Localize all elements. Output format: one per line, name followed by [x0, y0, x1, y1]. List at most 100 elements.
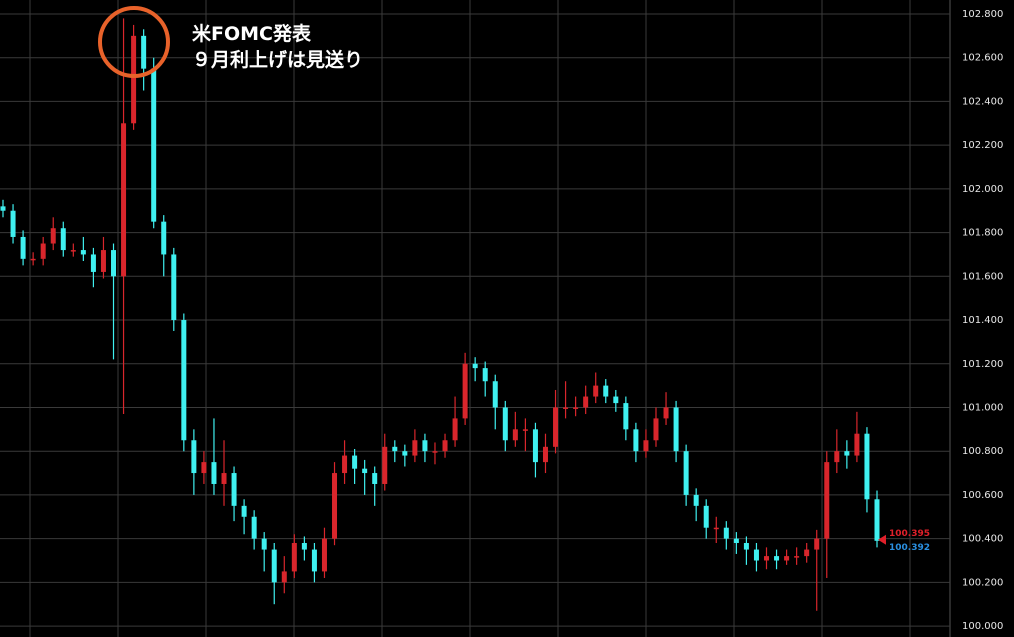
candle-body: [311, 549, 317, 572]
y-tick-label: 102.000: [962, 184, 1003, 195]
candle-body: [653, 418, 659, 441]
candle-body: [342, 455, 348, 474]
candle-body: [301, 543, 307, 550]
candle-body: [60, 228, 66, 251]
candle-body: [362, 468, 368, 474]
candle-body: [864, 433, 870, 500]
candle-body: [392, 446, 398, 452]
candle-body: [30, 258, 36, 261]
candle-body: [713, 527, 719, 530]
candle-body: [0, 206, 6, 211]
candle-body: [271, 549, 277, 583]
y-tick-label: 102.600: [962, 53, 1003, 64]
candle-body: [100, 250, 106, 272]
candle-body: [422, 440, 428, 452]
candle-body: [774, 556, 780, 561]
candle-body: [663, 407, 669, 419]
candle-body: [281, 571, 287, 583]
y-tick-label: 102.200: [962, 140, 1003, 151]
candle-body: [703, 505, 709, 528]
y-tick-label: 100.600: [962, 490, 1003, 501]
candle-body: [603, 385, 609, 397]
candle-body: [844, 451, 850, 456]
candle-body: [462, 363, 468, 419]
candle-body: [814, 538, 820, 550]
candle-body: [673, 407, 679, 452]
candle-body: [522, 429, 528, 431]
candle-body: [633, 429, 639, 452]
candle-body: [70, 250, 76, 252]
candle-body: [763, 556, 769, 561]
candle-body: [824, 462, 830, 539]
y-tick-label: 102.800: [962, 9, 1003, 20]
candle-body: [181, 320, 187, 441]
candle-body: [874, 499, 880, 541]
candle-body: [834, 451, 840, 463]
candle-body: [10, 210, 16, 237]
candle-body: [693, 494, 699, 506]
candle-body: [382, 446, 388, 484]
candle-body: [683, 451, 689, 495]
annotation: 米FOMC発表: [192, 22, 312, 45]
candle-body: [90, 254, 96, 272]
candle-body: [141, 35, 147, 69]
y-tick-label: 101.400: [962, 315, 1003, 326]
candle-body: [80, 250, 86, 255]
candle-body: [201, 462, 207, 474]
candle-body: [372, 473, 378, 484]
candle-body: [593, 385, 599, 397]
candle-body: [512, 429, 518, 441]
candle-body: [723, 527, 729, 539]
price-arrow: [878, 534, 886, 545]
candle-body: [151, 68, 157, 222]
candle-body: [211, 462, 217, 484]
candle-body: [332, 473, 338, 539]
candle-body: [40, 243, 46, 259]
candle-body: [402, 451, 408, 456]
candle-body: [753, 549, 759, 561]
y-tick-label: 100.000: [962, 621, 1003, 632]
candle-body: [221, 473, 227, 484]
y-tick-label: 100.400: [962, 534, 1003, 545]
candle-body: [733, 538, 739, 544]
y-tick-label: 102.400: [962, 96, 1003, 107]
candle-body: [261, 538, 267, 550]
candle-body: [502, 407, 508, 441]
candle-body: [623, 403, 629, 430]
candle-body: [482, 368, 488, 382]
candle-body: [131, 35, 137, 124]
candle-body: [472, 363, 478, 369]
y-tick-label: 101.200: [962, 359, 1003, 370]
candle-body: [613, 396, 619, 404]
candle-body: [251, 516, 257, 539]
candle-body: [171, 254, 177, 321]
candle-body: [492, 381, 498, 408]
annotation: ９月利上げは見送り: [192, 48, 363, 71]
candle-body: [573, 407, 579, 409]
candle-body: [321, 538, 327, 572]
candle-body: [191, 440, 197, 474]
candle-body: [241, 505, 247, 517]
highlight-circle: [98, 6, 170, 78]
candle-body: [854, 433, 860, 456]
candle-body: [121, 123, 127, 277]
candle-body: [50, 228, 56, 244]
candle-body: [231, 473, 237, 506]
candle-body: [412, 440, 418, 456]
candle-body: [20, 236, 26, 259]
candle-body: [452, 418, 458, 441]
candle-body: [643, 440, 649, 452]
price-marker-label: 100.392: [889, 543, 930, 553]
candle-body: [553, 407, 559, 447]
y-tick-label: 100.200: [962, 577, 1003, 588]
candle-body: [583, 396, 589, 408]
candle-body: [352, 455, 358, 469]
candle-body: [784, 556, 790, 561]
candle-body: [532, 429, 538, 463]
candle-body: [111, 250, 117, 277]
candle-body: [291, 543, 297, 572]
candle-body: [794, 556, 800, 558]
